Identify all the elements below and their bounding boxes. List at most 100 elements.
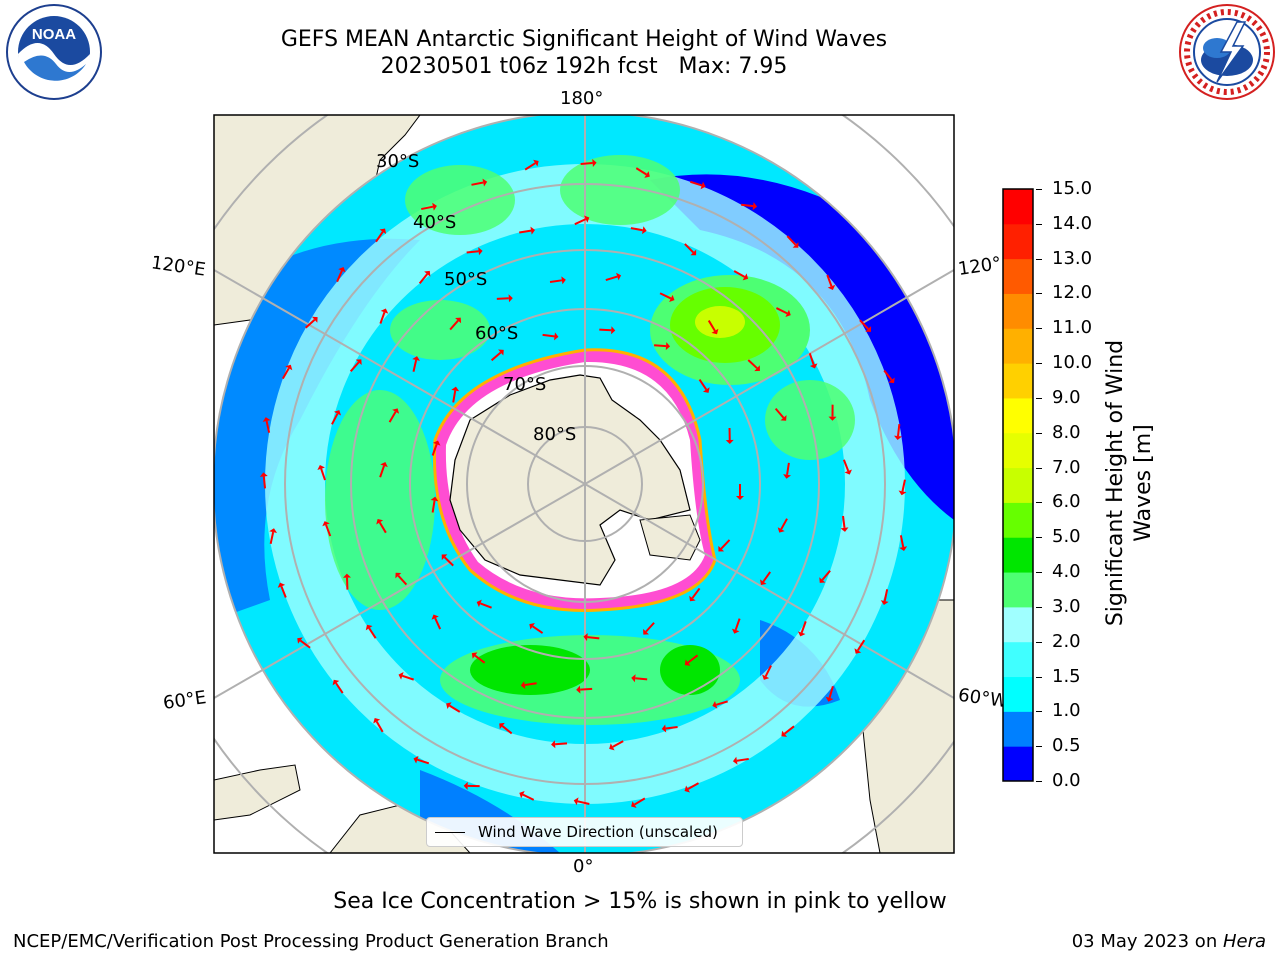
wind-wave-arrow-shaft — [331, 413, 339, 425]
wind-wave-arrow-shaft — [431, 500, 436, 513]
wind-wave-arrow-head — [533, 159, 539, 167]
wind-wave-arrow-shaft — [635, 167, 647, 176]
wind-wave-arrow-shaft — [587, 636, 600, 640]
wind-wave-arrow-shaft — [856, 639, 866, 651]
wind-wave-arrow-head — [380, 308, 389, 314]
colorbar-tick-label: 2.0 — [1052, 630, 1081, 652]
wind-wave-arrow-shaft — [449, 319, 459, 331]
colorbar-tick-label: 6.0 — [1052, 491, 1081, 513]
wind-wave-arrow-shaft — [786, 235, 797, 246]
colorbar-tick-mark — [1036, 572, 1042, 574]
wind-wave-arrow-head — [311, 316, 318, 323]
colorbar-segment — [1003, 746, 1033, 782]
nws-logo — [1179, 4, 1275, 100]
wind-wave-arrow-head — [797, 631, 806, 637]
wind-wave-arrow-shaft — [691, 587, 701, 599]
wind-wave-arrow-head — [880, 600, 889, 606]
colorbar-tick-label: 8.0 — [1052, 421, 1081, 443]
lat-label-30s: 30°S — [376, 151, 420, 172]
wind-wave-arrow-head — [430, 496, 439, 502]
wind-wave-arrow-head — [520, 681, 526, 689]
wind-wave-arrow-head — [840, 527, 849, 532]
colorbar-tick-label: 5.0 — [1052, 526, 1081, 548]
colorbar-segment — [1003, 606, 1033, 643]
wind-wave-arrow-head — [431, 614, 439, 620]
wind-wave-arrow-shaft — [842, 515, 846, 529]
wind-wave-arrow-head — [865, 326, 872, 332]
wind-wave-arrow-shaft — [421, 205, 434, 211]
colorbar-tick-mark — [1036, 363, 1042, 365]
wind-wave-arrow-shaft — [336, 270, 343, 283]
wind-wave-arrow-shaft — [524, 162, 536, 171]
wind-wave-arrow-head — [712, 700, 718, 709]
wind-wave-arrow-shaft — [883, 369, 893, 381]
wind-wave-arrow-head — [792, 242, 799, 248]
lat-label-80s: 80°S — [533, 424, 577, 445]
wind-wave-arrow-head — [332, 679, 340, 686]
wind-wave-arrow-shaft — [434, 617, 442, 630]
wind-wave-arrow-head — [432, 440, 441, 446]
wind-wave-arrow-head — [616, 272, 622, 281]
wind-wave-arrow-head — [631, 801, 637, 808]
wind-wave-arrow-head — [828, 416, 837, 421]
wind-wave-arrow-shaft — [901, 479, 906, 492]
wind-wave-arrow-head — [592, 159, 597, 167]
wind-wave-arrow-shaft — [899, 535, 905, 548]
wind-wave-arrow-head — [519, 791, 525, 799]
wind-wave-arrow-head — [395, 572, 402, 579]
wind-wave-arrow-shaft — [305, 319, 316, 329]
colorbar-tick-label: 14.0 — [1052, 212, 1093, 234]
wind-wave-arrow-shaft — [747, 359, 758, 369]
wind-wave-arrow-shaft — [325, 524, 332, 537]
wind-wave-arrow-shaft — [659, 292, 672, 300]
wind-wave-arrow-shaft — [519, 229, 532, 234]
wind-wave-arrow-shaft — [418, 273, 429, 284]
colorbar-segment — [1003, 189, 1033, 225]
colorbar-tick-label: 7.0 — [1052, 456, 1081, 478]
wind-wave-arrow-head — [365, 624, 373, 631]
wind-wave-arrow-shaft — [715, 700, 728, 706]
wind-wave-arrow-head — [661, 724, 667, 733]
wind-wave-arrow-head — [825, 696, 834, 702]
wind-wave-arrow-head — [262, 417, 271, 422]
wind-wave-arrow-head — [631, 674, 636, 683]
wind-wave-arrow-head — [451, 386, 460, 392]
wind-wave-arrow-shaft — [687, 654, 699, 664]
colorbar-segment — [1003, 676, 1033, 712]
sea-ice-caption: Sea Ice Concentration > 15% is shown in … — [333, 889, 947, 914]
wind-wave-arrow-head — [355, 359, 362, 366]
wind-wave-arrow-head — [689, 595, 696, 602]
graticule — [214, 115, 954, 853]
wind-wave-arrow-shaft — [378, 521, 387, 534]
wind-wave-arrow-shaft — [320, 468, 326, 481]
wind-wave-arrow-head — [441, 554, 448, 561]
wind-wave-arrow-head — [888, 377, 895, 384]
wind-wave-arrow-shaft — [443, 556, 454, 567]
colorbar-tick-mark — [1036, 502, 1042, 504]
wind-wave-arrow-shaft — [496, 297, 509, 300]
wind-wave-arrow-shaft — [634, 797, 646, 806]
wind-wave-arrow-head — [333, 410, 342, 416]
wind-wave-arrow-head — [725, 439, 734, 445]
wind-wave-arrow-head — [781, 730, 788, 737]
wind-wave-arrow-head — [508, 294, 513, 303]
wind-wave-arrow-head — [702, 387, 710, 393]
wind-wave-arrow-shaft — [299, 639, 311, 649]
colorbar-tick-label: 0.0 — [1052, 770, 1081, 791]
colorbar-tick-mark — [1036, 676, 1042, 678]
wind-wave-arrow-shaft — [281, 367, 290, 380]
wind-wave-arrows — [259, 159, 908, 808]
colorbar — [1002, 188, 1034, 782]
colorbar-segment — [1003, 467, 1033, 503]
wind-wave-arrow-shaft — [645, 622, 655, 633]
wind-wave-arrow-head — [611, 326, 616, 335]
colorbar-tick-label: 1.5 — [1052, 665, 1081, 687]
wind-wave-arrow-head — [398, 672, 404, 680]
wind-wave-arrow-head — [413, 755, 419, 764]
wind-wave-arrow-shaft — [417, 758, 430, 765]
wind-wave-arrow-shaft — [808, 352, 815, 365]
wind-wave-arrow-shaft — [574, 218, 587, 226]
colorbar-tick-label: 12.0 — [1052, 282, 1093, 304]
wind-wave-arrow-head — [530, 226, 536, 235]
wind-wave-arrow-shaft — [490, 351, 502, 362]
